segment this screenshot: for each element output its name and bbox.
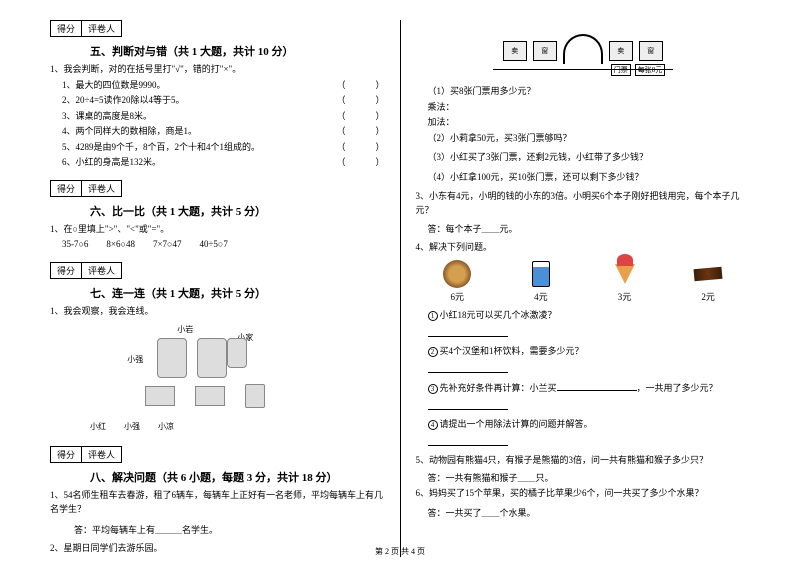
left-column: 得分 评卷人 五、判断对与错（共 1 大题，共计 10 分） 1、我会判断，对的… [40,20,395,557]
q3: 3、小东有4元，小明的钱的小东的3倍。小明买6个本子刚好把钱用完，每个本子几元？ [416,190,751,217]
column-divider [400,20,401,557]
food-burger: 6元 [443,260,471,303]
score-label: 得分 [51,21,82,36]
q2-2: （2）小莉拿50元，买3张门票够吗？ [428,132,751,146]
object-3-icon [245,384,265,408]
sec5-intro: 1、我会判断，对的在括号里打"√"，错的打"×"。 [50,63,385,77]
icecream-icon [611,260,639,288]
food-choc: 2元 [694,260,722,303]
score-box-6: 得分 评卷人 [50,180,122,197]
section-7-title: 七、连一连（共 1 大题，共计 5 分） [90,285,385,301]
burger-icon [443,260,471,288]
name-row: 小红 小强 小凉 [90,421,385,432]
choc-icon [694,260,722,288]
sec5-item-4: 4、两个同样大的数相除，商是1。（） [62,125,385,139]
page-footer: 第 2 页 共 4 页 [0,546,800,557]
food-drink: 4元 [527,260,555,303]
q4-3: 3先补充好条件再计算：小兰买，一共用了多少元？ [428,381,751,396]
score-box-5: 得分 评卷人 [50,20,122,37]
sec5-item-1: 1、最大的四位数是9990。（） [62,79,385,93]
sec5-item-6: 6、小红的身高是132米。（） [62,156,385,170]
sec5-item-2: 2、20÷4=5读作20除以4等于5。（） [62,94,385,108]
sec5-item-5: 5、4289是由9个千，8个百，2个十和4个1组成的。（） [62,141,385,155]
grader-label: 评卷人 [82,21,121,36]
sec6-row: 35-7○6 8×6○48 7×7○47 40÷5○7 [62,238,385,252]
observe-image: 小岩 小家 小强 小红 小强 小凉 [50,324,385,432]
q4-1: 1小红18元可以买几个冰激凌？ [428,309,751,323]
section-5-title: 五、判断对与错（共 1 大题，共计 10 分） [90,43,385,59]
q5: 5、动物园有熊猫4只，有猴子是熊猫的3倍，问一共有熊猫和猴子多少只？ [416,454,751,468]
a6: 答：一共买了＿＿个水果。 [428,507,751,521]
q6: 6、妈妈买了15个苹果，买的橘子比苹果少6个，问一共买了多少个水果？ [416,487,751,501]
object-1-icon [145,386,175,406]
drink-icon [527,260,555,288]
section-8-title: 八、解决问题（共 6 小题，每题 3 分，共计 18 分） [90,469,385,485]
score-box-8: 得分 评卷人 [50,446,122,463]
q4-2: 2买4个汉堡和1杯饮料，需要多少元？ [428,345,751,359]
score-box-7: 得分 评卷人 [50,262,122,279]
sec7-intro: 1、我会观察，我会连线。 [50,305,385,319]
food-row: 6元 4元 3元 2元 [416,260,751,303]
q4-4: 4请提出一个用除法计算的问题并解答。 [428,418,751,432]
q2-4: （4）小红拿100元，买10张门票，还可以剩下多少钱？ [428,171,751,185]
sec8-q1: 1、54名师生租车去春游，租了6辆车，每辆车上正好有一名老师，平均每辆车上有几名… [50,489,385,516]
add-label: 加法： [428,116,751,130]
right-column: 卖 窗 卖 窗 门票 每张8元 （1）买8张门票用多少元？ 乘法： 加法： （2… [406,20,761,557]
sec8-a1: 答：平均每辆车上有＿＿＿名学生。 [74,524,385,538]
a5: 答：一共有熊猫和猴子＿＿只。 [428,472,751,486]
a3: 答：每个本子＿＿元。 [428,223,751,237]
ticket-booth-image: 卖 窗 卖 窗 门票 每张8元 [416,26,751,79]
q4: 4、解决下列问题。 [416,241,751,255]
object-2-icon [195,386,225,406]
sec6-intro: 1、在○里填上">"、"<"或"="。 [50,223,385,237]
q2-1: （1）买8张门票用多少元？ [428,85,751,99]
q2-3: （3）小红买了3张门票，还剩2元钱，小红带了多少钱？ [428,151,751,165]
food-icecream: 3元 [611,260,639,303]
sec5-item-3: 3、课桌的高度是8米。（） [62,110,385,124]
mul-label: 乘法： [428,101,751,115]
section-6-title: 六、比一比（共 1 大题，共计 5 分） [90,203,385,219]
